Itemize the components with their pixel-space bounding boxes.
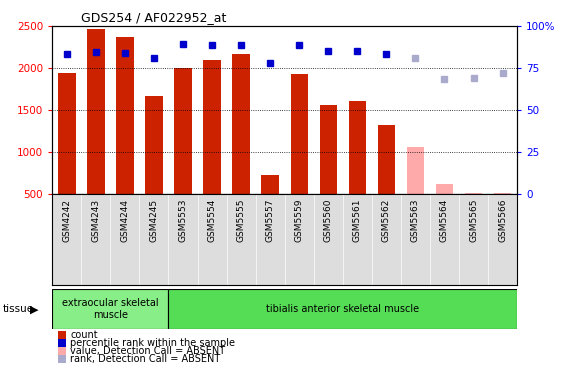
Text: GSM5559: GSM5559 — [295, 198, 304, 242]
Bar — [320, 105, 337, 194]
Bar — [168, 289, 517, 329]
Text: GSM5560: GSM5560 — [324, 198, 333, 242]
Text: GSM4242: GSM4242 — [62, 198, 71, 242]
Bar — [349, 101, 366, 194]
Text: percentile rank within the sample: percentile rank within the sample — [70, 338, 235, 348]
Text: GSM5557: GSM5557 — [266, 198, 275, 242]
Bar — [145, 96, 163, 194]
Bar — [378, 125, 395, 194]
Bar — [52, 289, 168, 329]
Text: GSM5553: GSM5553 — [178, 198, 188, 242]
Bar — [407, 147, 424, 194]
Text: GSM4244: GSM4244 — [120, 198, 130, 242]
Bar — [116, 37, 134, 194]
Bar — [58, 73, 76, 194]
Bar — [203, 60, 221, 194]
Text: GSM5555: GSM5555 — [236, 198, 246, 242]
Text: rank, Detection Call = ABSENT: rank, Detection Call = ABSENT — [70, 354, 221, 364]
Text: GSM5554: GSM5554 — [207, 198, 217, 242]
Text: tibialis anterior skeletal muscle: tibialis anterior skeletal muscle — [266, 304, 419, 314]
Text: GSM5561: GSM5561 — [353, 198, 362, 242]
Text: GSM5566: GSM5566 — [498, 198, 507, 242]
Text: tissue: tissue — [3, 304, 34, 314]
Text: GSM5564: GSM5564 — [440, 198, 449, 242]
Text: extraocular skeletal
muscle: extraocular skeletal muscle — [62, 298, 159, 320]
Bar — [290, 74, 308, 194]
Bar — [436, 184, 453, 194]
Bar — [261, 175, 279, 194]
Text: GSM4245: GSM4245 — [149, 198, 159, 242]
Text: GSM5563: GSM5563 — [411, 198, 420, 242]
Text: ▶: ▶ — [30, 304, 39, 314]
Text: GSM5565: GSM5565 — [469, 198, 478, 242]
Bar — [494, 193, 511, 194]
Bar — [465, 193, 482, 194]
Text: value, Detection Call = ABSENT: value, Detection Call = ABSENT — [70, 346, 225, 356]
Text: GDS254 / AF022952_at: GDS254 / AF022952_at — [81, 11, 227, 24]
Text: GSM5562: GSM5562 — [382, 198, 391, 242]
Text: count: count — [70, 330, 98, 340]
Bar — [87, 29, 105, 194]
Bar — [174, 68, 192, 194]
Bar — [232, 54, 250, 194]
Text: GSM4243: GSM4243 — [91, 198, 101, 242]
